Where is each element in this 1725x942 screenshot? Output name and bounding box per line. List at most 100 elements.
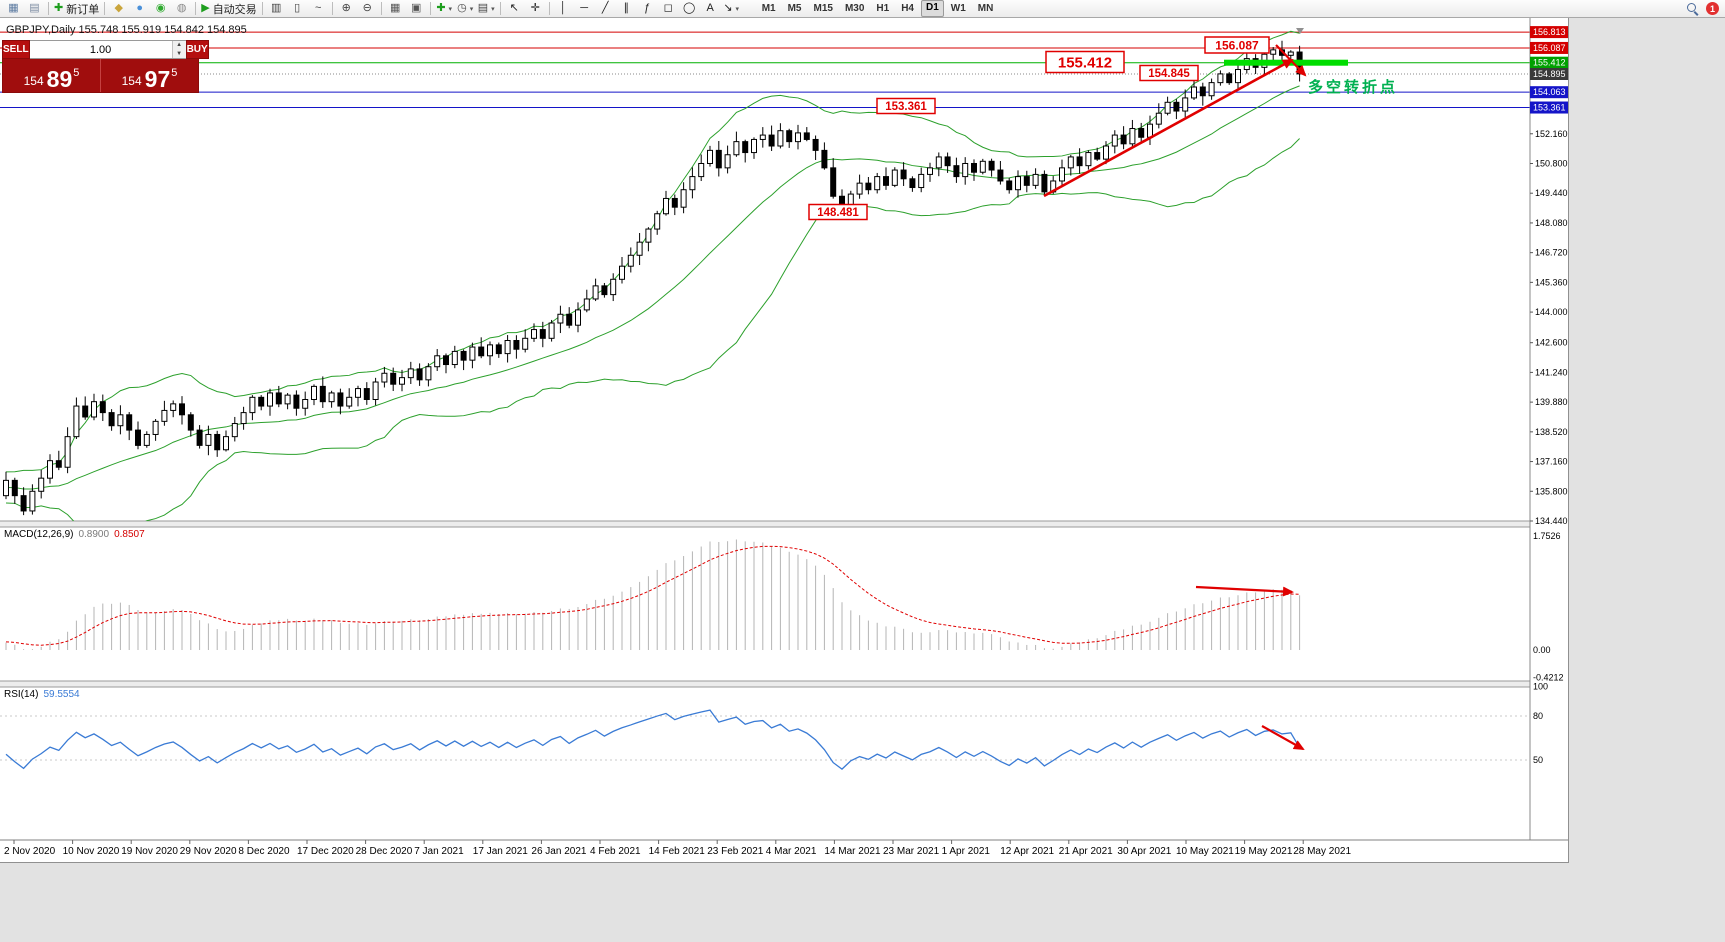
timeframe-d1[interactable]: D1 [921,0,944,17]
time-axis-labels: 2 Nov 2020 10 Nov 2020 19 Nov 2020 29 Nov 2… [4,840,1351,857]
buy-price[interactable]: 154 97 5 [101,59,198,92]
volume-field: ▲ ▼ [29,40,186,59]
bollinger-upper-line [5,30,1300,473]
timeframe-h4[interactable]: H4 [901,3,914,14]
profile-icon[interactable]: ▤ [24,1,45,17]
fibonacci-icon[interactable]: ƒ [637,1,658,17]
price-axis[interactable] [1530,18,1568,840]
macd-signal-line [5,545,1300,646]
horizontal-line-icon[interactable]: ─ [574,1,595,17]
new-order-icon-label: 新订单 [66,3,100,16]
svg-text:23 Mar 2021: 23 Mar 2021 [883,846,940,857]
zoom-out-icon[interactable]: ⊖ [357,1,378,17]
template-icon[interactable]: ▤ ▾ [476,1,497,17]
sell-price-point: 5 [73,67,80,79]
svg-text:1.7526: 1.7526 [1533,531,1561,541]
main-toolbar: ▦ ▤ ✚ 新订单 ◆ ● ◉ ◍ ▶ 自动交易 ▥ ▯ ~ ⊕ ⊖ ▦ ▣ ✚ ▾ ◷ ▾ ▤ ▾ ↖ ✛ │ ─ ╱ ∥ ƒ ◻ ◯ A ↘ ▾… [0,0,1725,18]
svg-text:154.063: 154.063 [1533,87,1566,97]
chart-canvas[interactable]: 155.412 156.087 154.845 153.361 148.481 多空转折点… [0,18,1568,862]
svg-text:2 Nov 2020: 2 Nov 2020 [4,846,56,857]
bollinger-middle-line [5,85,1300,490]
svg-text:28 Dec 2020: 28 Dec 2020 [356,846,413,857]
chart-window[interactable]: 155.412 156.087 154.845 153.361 148.481 多空转折点… [0,18,1569,863]
svg-text:21 Apr 2021: 21 Apr 2021 [1059,846,1113,857]
candle-chart-icon[interactable]: ▯ [287,1,308,17]
arrange-windows-icon[interactable]: ▣ [406,1,427,17]
cursor-icon: ↖ [509,2,519,14]
text-icon: A [706,2,714,14]
svg-text:12 Apr 2021: 12 Apr 2021 [1000,846,1054,857]
buy-button[interactable]: BUY [185,40,209,59]
price-shift-marker[interactable] [1296,28,1304,34]
bar-chart-icon[interactable]: ▥ [266,1,287,17]
channel-icon[interactable]: ∥ [616,1,637,17]
time-axis[interactable] [0,840,1568,862]
toolbar-separator [48,2,49,15]
autotrade-play-icon-label: 自动交易 [212,3,257,16]
svg-text:14 Feb 2021: 14 Feb 2021 [649,846,706,857]
trendline-icon: ╱ [601,2,609,14]
svg-text:4 Feb 2021: 4 Feb 2021 [590,846,641,857]
svg-text:10 May 2021: 10 May 2021 [1176,846,1234,857]
timeframe-m1[interactable]: M1 [761,3,776,14]
notification-badge[interactable]: 1 [1706,2,1719,15]
signals-icon[interactable]: ◉ [150,1,171,17]
timeframe-mn[interactable]: MN [977,3,994,14]
rectangle-icon[interactable]: ◻ [658,1,679,17]
new-order-icon[interactable]: ✚ 新订单 [52,1,101,17]
svg-text:0.00: 0.00 [1533,645,1551,655]
trendline-icon[interactable]: ╱ [595,1,616,17]
chart-window-icon: ▦ [8,2,19,14]
svg-text:-0.4212: -0.4212 [1533,672,1564,682]
svg-text:155.412: 155.412 [1058,54,1112,71]
note-text: 多空转折点 [1308,78,1398,96]
vertical-line-icon: │ [559,2,567,14]
toolbar-separator [429,2,431,15]
svg-text:156.087: 156.087 [1533,43,1566,53]
line-chart-icon[interactable]: ~ [308,1,329,17]
sell-price[interactable]: 154 89 5 [3,59,100,92]
svg-text:19 Nov 2020: 19 Nov 2020 [121,846,178,857]
svg-text:4 Mar 2021: 4 Mar 2021 [766,846,817,857]
quote-divider [100,59,101,92]
autotrade-play-icon[interactable]: ▶ 自动交易 [199,1,258,17]
timeframe-h1[interactable]: H1 [876,3,890,14]
search-icon[interactable] [1686,2,1699,15]
arrows-icon[interactable]: ↘ ▾ [721,1,742,17]
svg-text:17 Jan 2021: 17 Jan 2021 [473,846,528,857]
timeframe-w1[interactable]: W1 [950,3,966,14]
svg-text:19 May 2021: 19 May 2021 [1235,846,1293,857]
tile-windows-icon[interactable]: ▦ [385,1,406,17]
svg-text:152.160: 152.160 [1535,129,1568,139]
timeframe-buttons: M1 M5 M15 M30 H1 H4 D1 W1 MN [756,0,1000,17]
chart-window-icon[interactable]: ▦ [3,1,24,17]
volume-decrease-button[interactable]: ▼ [172,49,186,58]
svg-text:149.440: 149.440 [1535,188,1568,198]
sell-button[interactable]: SELL [2,40,30,59]
profile-icon: ▤ [29,2,40,14]
cursor-icon[interactable]: ↖ [504,1,525,17]
ellipse-icon[interactable]: ◯ [679,1,700,17]
market-icon[interactable]: ● [129,1,150,17]
periods-icon[interactable]: ◷ ▾ [455,1,476,17]
chart-background [0,18,1568,862]
timeframe-m30[interactable]: M30 [844,3,865,14]
svg-text:29 Nov 2020: 29 Nov 2020 [180,846,237,857]
indicators-icon[interactable]: ✚ ▾ [434,1,455,17]
toolbar-separator [331,2,333,15]
svg-text:1 Apr 2021: 1 Apr 2021 [942,846,991,857]
arrange-windows-icon: ▣ [410,2,422,14]
timeframe-m15[interactable]: M15 [813,3,833,14]
candle-chart-icon: ▯ [294,2,301,14]
text-icon[interactable]: A [700,1,721,17]
timeframe-m5[interactable]: M5 [787,3,802,14]
arrows-icon: ↘ [723,2,733,14]
volume-increase-button[interactable]: ▲ [172,41,186,50]
vps-icon[interactable]: ◍ [171,1,192,17]
volume-input[interactable] [29,41,172,58]
svg-text:141.240: 141.240 [1535,367,1568,377]
zoom-in-icon[interactable]: ⊕ [336,1,357,17]
crosshair-icon[interactable]: ✛ [525,1,546,17]
mql-editor-icon[interactable]: ◆ [108,1,129,17]
vertical-line-icon[interactable]: │ [553,1,574,17]
